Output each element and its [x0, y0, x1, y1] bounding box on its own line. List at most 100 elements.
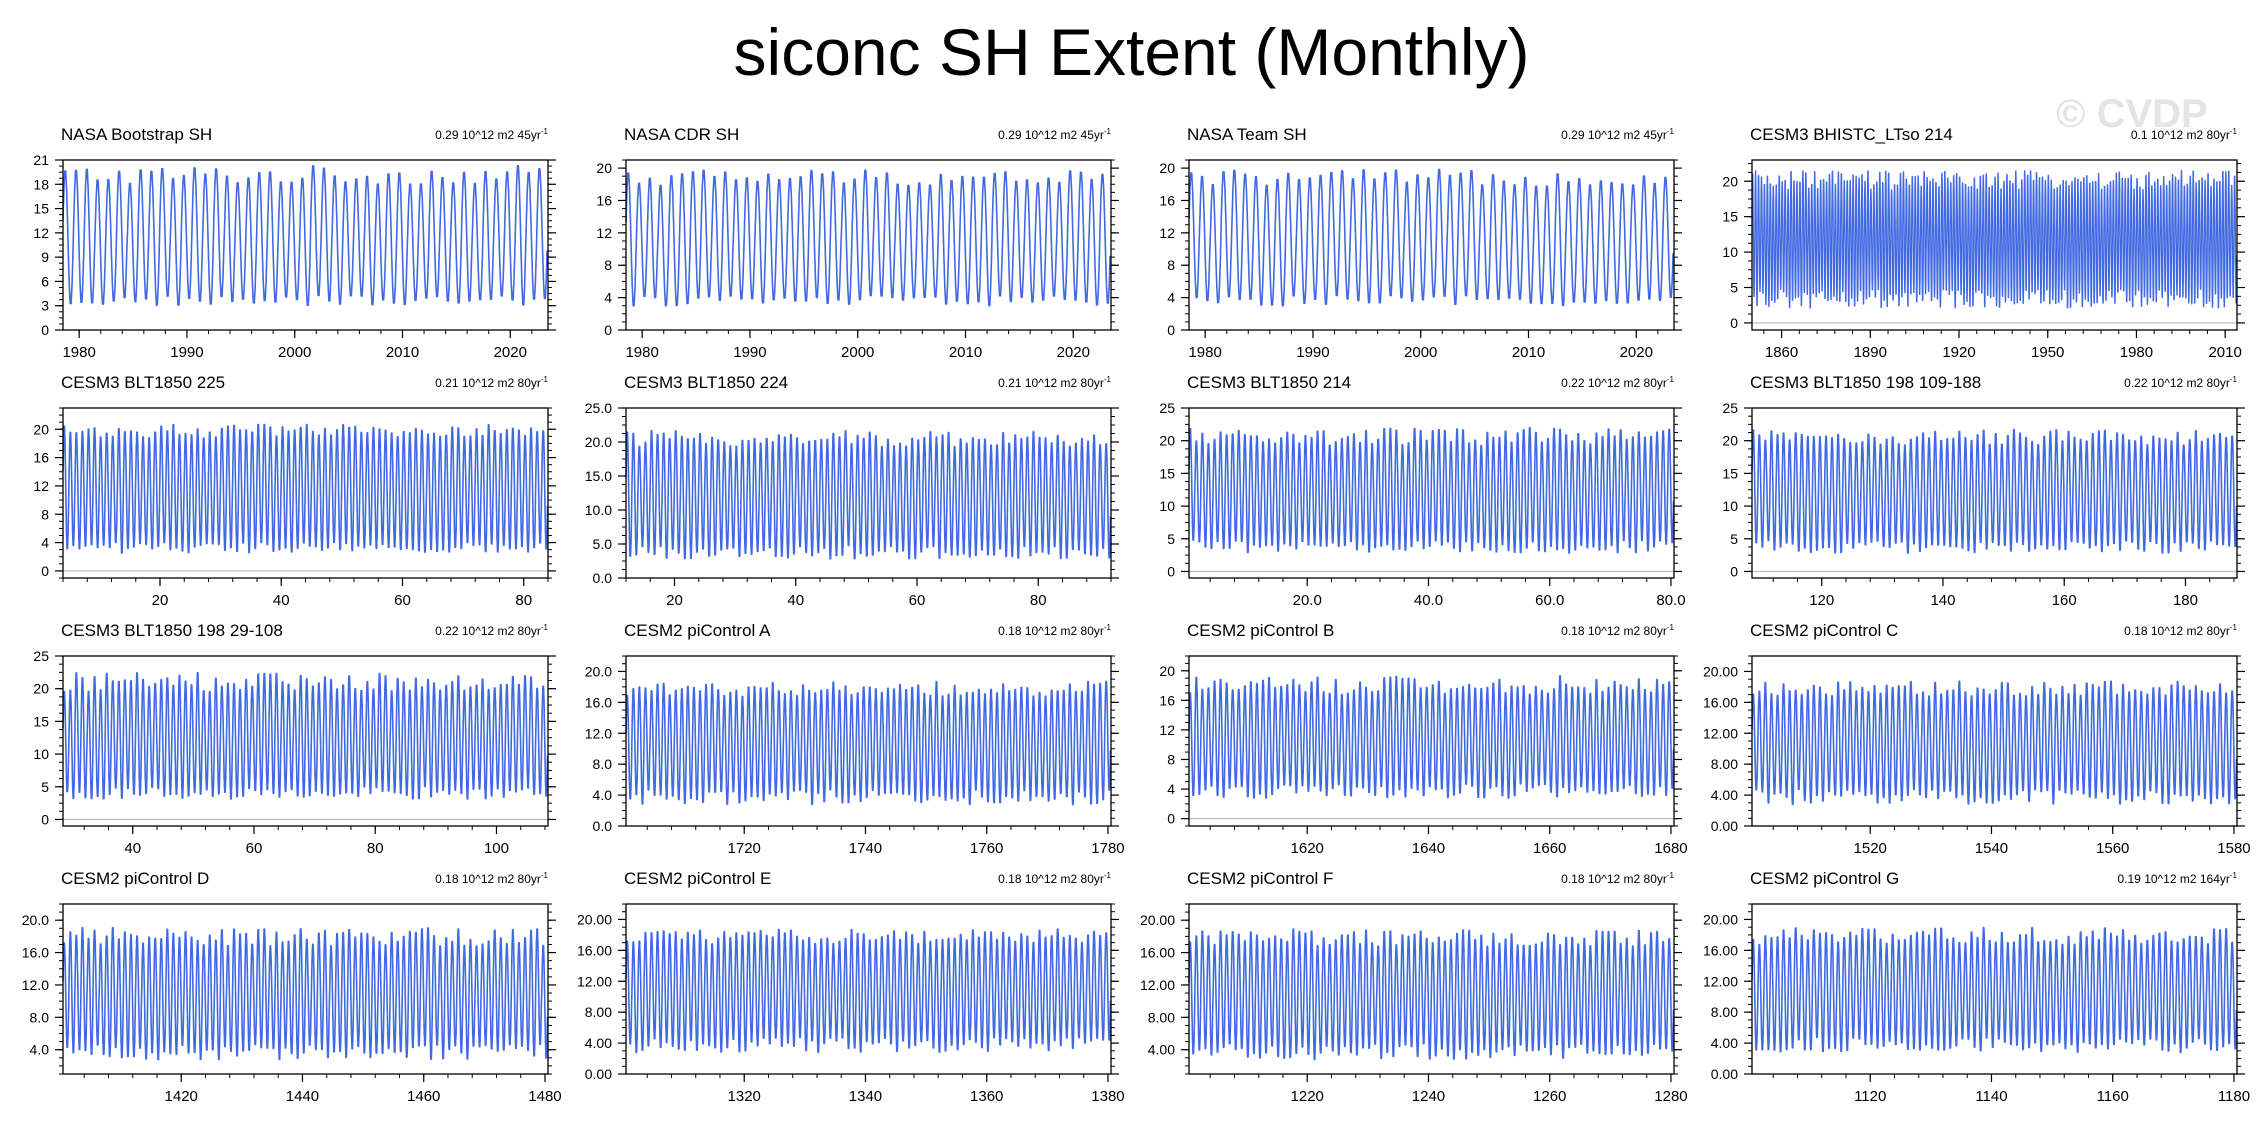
panel-trend-label: 0.22 10^12 m2 80yr-1: [1561, 375, 1674, 390]
x-tick-label: 2020: [1620, 344, 1653, 361]
panel-title: CESM3 BLT1850 224: [624, 373, 789, 392]
panel-trend-label: 0.22 10^12 m2 80yr-1: [435, 623, 548, 638]
y-tick-label: 5: [41, 779, 49, 795]
panel-title: CESM3 BHISTC_LTso 214: [1750, 125, 1953, 144]
y-tick-label: 12: [33, 225, 49, 241]
series-line: [1188, 427, 1675, 554]
panel-trend-label: 0.18 10^12 m2 80yr-1: [1561, 871, 1674, 886]
chart-panel: 20 40 60 80 0 4 8 12 16 20 CESM3 BLT1850 225 0.21 1…: [0, 248, 560, 648]
panel-title: CESM2 piControl E: [624, 869, 772, 888]
chart-panel: 1620 1640 1660 1680 0 4 8 12 16 20 CESM2 piControl…: [1126, 496, 1688, 896]
y-tick-label: 16.0: [22, 945, 49, 961]
x-tick-label: 80: [1030, 592, 1047, 609]
x-tick-label: 1890: [1854, 344, 1887, 361]
y-tick-label: 4.00: [1711, 1035, 1738, 1051]
y-tick-label: 0.0: [593, 818, 613, 834]
x-tick-label: 1280: [1654, 1088, 1687, 1105]
x-tick-label: 1560: [2096, 840, 2129, 857]
y-tick-label: 12: [1159, 722, 1175, 738]
panel-trend-label: 0.18 10^12 m2 80yr-1: [435, 871, 548, 886]
y-tick-label: 25: [1159, 400, 1175, 416]
panel-trend-label: 0.1 10^12 m2 80yr-1: [2131, 127, 2237, 142]
chart-svg: 40 60 80 100 0 5 10 15 20 25: [33, 648, 556, 857]
panel-title: CESM2 piControl G: [1750, 869, 1900, 888]
trend-exponent: -1: [2229, 623, 2237, 632]
y-tick-label: 9: [41, 249, 49, 265]
y-tick-label: 12: [596, 225, 612, 241]
panel-trend-label: 0.18 10^12 m2 80yr-1: [998, 623, 1111, 638]
series-line: [1188, 928, 1675, 1061]
y-tick-label: 18: [33, 176, 49, 192]
chart-panel: 20.0 40.0 60.0 80.0 0 5 10 15 20 25 CESM3 BLT1850 …: [1126, 248, 1686, 648]
chart-panel: 1980 1990 2000 2010 2020 0 4 8 12 16 20 NASA Team S…: [1126, 0, 1686, 400]
series-line: [1188, 675, 1675, 799]
chart-svg: 1220 1240 1260 1280 4.00 8.00 12.00 16.00 20.00: [1140, 903, 1688, 1105]
y-tick-label: 0: [1167, 811, 1175, 827]
chart-panel: 1520 1540 1560 1580 0.00 4.00 8.00 12.00 16.00 20…: [1689, 496, 2251, 896]
chart-svg: 1980 1990 2000 2010 2020 0 4 8 12 16 20: [596, 159, 1119, 361]
x-tick-label: 1980: [2120, 344, 2153, 361]
y-tick-label: 15.0: [585, 468, 612, 484]
trend-value: 0.18 10^12 m2 80yr: [1561, 624, 1667, 638]
x-tick-label: 1920: [1942, 344, 1975, 361]
y-tick-label: 12.00: [1140, 977, 1175, 993]
y-tick-label: 21: [33, 152, 49, 168]
panel-trend-label: 0.18 10^12 m2 80yr-1: [1561, 623, 1674, 638]
x-tick-label: 80.0: [1656, 592, 1685, 609]
y-tick-label: 20.00: [1703, 663, 1738, 679]
y-tick-label: 8.00: [1711, 756, 1738, 772]
panel-trend-label: 0.22 10^12 m2 80yr-1: [2124, 375, 2237, 390]
chart-panel: 1720 1740 1760 1780 0.0 4.0 8.0 12.0 16.0 20.0 CES…: [563, 496, 1125, 896]
trend-value: 0.1 10^12 m2 80yr: [2130, 128, 2230, 142]
y-tick-label: 12.0: [585, 725, 612, 741]
trend-exponent: -1: [1103, 623, 1111, 632]
y-tick-label: 8.00: [1711, 1004, 1738, 1020]
chart-panel: 1320 1340 1360 1380 0.00 4.00 8.00 12.00 16.00 20…: [563, 744, 1125, 1144]
series-line: [625, 169, 1111, 307]
y-tick-label: 4.00: [585, 1035, 612, 1051]
chart-svg: 1520 1540 1560 1580 0.00 4.00 8.00 12.00 16.00 20…: [1703, 655, 2251, 857]
chart-svg: 1720 1740 1760 1780 0.0 4.0 8.0 12.0 16.0 20.0: [585, 655, 1125, 857]
plot-frame: [1188, 903, 1675, 1075]
x-tick-label: 1990: [170, 344, 203, 361]
y-tick-label: 8.00: [585, 1004, 612, 1020]
y-tick-label: 20: [1722, 173, 1738, 189]
y-tick-label: 0: [1730, 563, 1738, 579]
series-line: [1751, 170, 2238, 309]
x-tick-label: 100: [484, 840, 509, 857]
y-tick-label: 15: [1159, 465, 1175, 481]
x-tick-label: 80: [515, 592, 532, 609]
panel-trend-label: 0.18 10^12 m2 80yr-1: [2124, 623, 2237, 638]
trend-exponent: -1: [1666, 871, 1674, 880]
y-tick-label: 20: [596, 160, 612, 176]
series-line: [1751, 680, 2238, 806]
figure-title: siconc SH Extent (Monthly): [733, 15, 1530, 89]
y-tick-label: 20: [1159, 663, 1175, 679]
plot-frame: [1751, 407, 2238, 579]
chart-svg: 1320 1340 1360 1380 0.00 4.00 8.00 12.00 16.00 20…: [577, 903, 1125, 1105]
chart-svg: 120 140 160 180 0 5 10 15 20 25: [1722, 400, 2245, 609]
y-tick-label: 4: [1167, 290, 1175, 306]
y-tick-label: 0: [1730, 315, 1738, 331]
x-tick-label: 20: [666, 592, 683, 609]
trend-value: 0.19 10^12 m2 164yr: [2117, 872, 2230, 886]
y-tick-label: 10: [1159, 498, 1175, 514]
trend-value: 0.21 10^12 m2 80yr: [435, 376, 541, 390]
trend-exponent: -1: [1666, 127, 1674, 136]
y-tick-label: 0: [41, 322, 49, 338]
y-tick-label: 25: [33, 648, 49, 664]
panel-title: NASA CDR SH: [624, 125, 740, 144]
x-tick-label: 60: [909, 592, 926, 609]
x-tick-label: 2010: [386, 344, 419, 361]
x-tick-label: 1120: [1854, 1088, 1886, 1105]
y-tick-label: 10: [1722, 244, 1738, 260]
chart-panel: 1220 1240 1260 1280 4.00 8.00 12.00 16.00 20.00 C…: [1126, 744, 1688, 1144]
x-tick-label: 2000: [841, 344, 874, 361]
trend-value: 0.18 10^12 m2 80yr: [2124, 624, 2230, 638]
trend-exponent: -1: [540, 127, 548, 136]
x-tick-label: 40: [124, 840, 141, 857]
y-tick-label: 8.00: [1148, 1009, 1175, 1025]
panel-title: NASA Bootstrap SH: [61, 125, 213, 144]
chart-svg: 1980 1990 2000 2010 2020 0 3 6 9 12 15 18 21: [33, 152, 556, 361]
